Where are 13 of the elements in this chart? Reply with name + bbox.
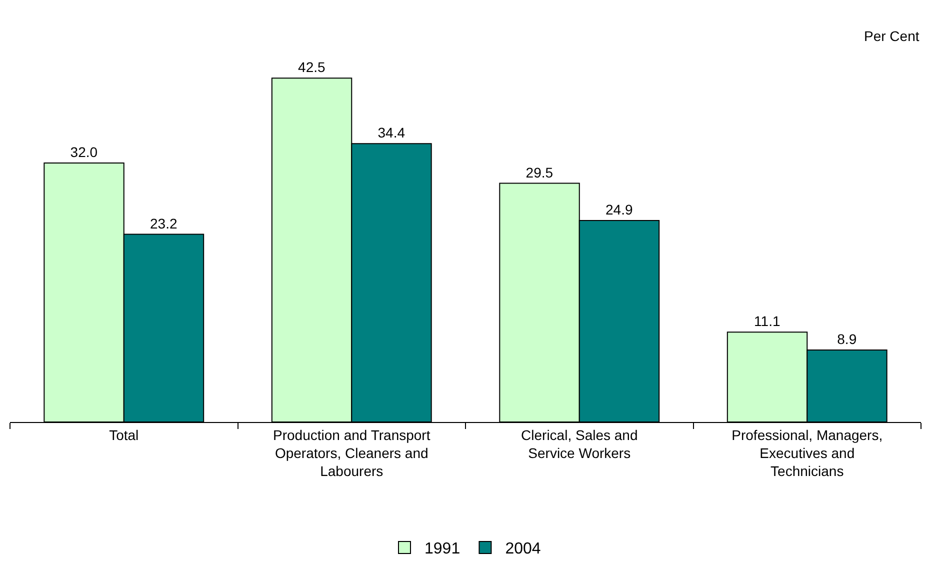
data-label: 11.1 (754, 313, 780, 330)
data-label: 34.4 (378, 124, 406, 141)
data-label: 23.2 (150, 215, 178, 232)
data-label: 32.0 (70, 144, 98, 160)
x-tick-label: Total (109, 426, 139, 443)
data-label: 24.9 (606, 202, 633, 218)
data-label: 29.5 (526, 164, 554, 180)
x-tick-label: Clerical, Sales and Service Workers (521, 426, 638, 461)
x-tick-label: Production and Transport Operators, Cleaners and Labourers (273, 426, 430, 480)
data-label: 8.9 (837, 330, 857, 347)
y-axis-title: Per Cent (864, 28, 920, 44)
x-tick-label: Professional, Managers, Executives and Technicians (732, 426, 883, 480)
data-label: 42.5 (298, 59, 326, 76)
